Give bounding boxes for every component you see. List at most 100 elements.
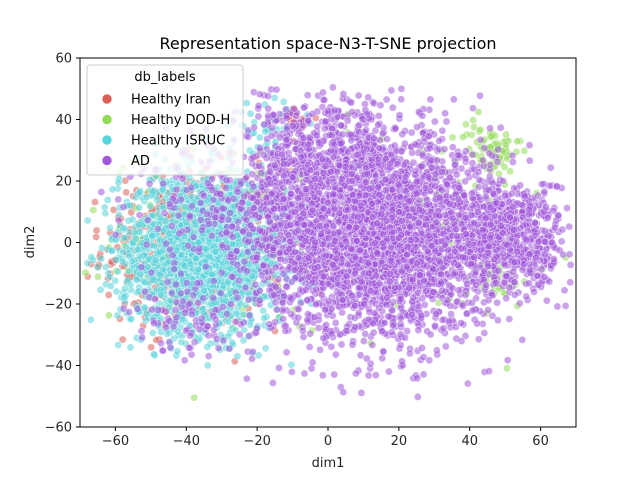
data-point	[104, 196, 111, 203]
data-point	[249, 355, 256, 362]
data-point	[309, 359, 316, 366]
data-point	[127, 202, 134, 209]
data-point	[521, 147, 528, 154]
data-point	[121, 225, 128, 232]
data-point	[123, 189, 130, 196]
data-point	[174, 348, 181, 355]
data-point	[156, 249, 163, 256]
data-point	[406, 350, 413, 357]
data-point	[82, 269, 89, 276]
data-point	[389, 104, 396, 111]
data-point	[132, 235, 139, 242]
data-point	[149, 232, 156, 239]
data-point	[212, 248, 219, 255]
data-point	[105, 291, 112, 298]
data-point	[136, 204, 143, 211]
chart-title: Representation space-N3-T-SNE projection	[159, 34, 496, 53]
data-point	[121, 285, 128, 292]
data-point	[365, 372, 372, 379]
data-point	[307, 330, 314, 337]
data-point	[181, 263, 188, 270]
data-point	[247, 110, 254, 117]
data-point	[212, 262, 219, 269]
data-point	[288, 361, 295, 368]
data-point	[469, 105, 476, 112]
data-point	[470, 124, 477, 131]
data-point	[380, 348, 387, 355]
data-point	[438, 287, 445, 294]
data-point	[127, 344, 134, 351]
data-point	[295, 314, 302, 321]
data-point	[106, 273, 113, 280]
data-point	[514, 138, 521, 145]
data-point	[136, 252, 143, 259]
data-point	[148, 344, 155, 351]
data-point	[464, 380, 471, 387]
data-point	[150, 351, 157, 358]
data-point	[486, 125, 493, 132]
data-point	[442, 110, 449, 117]
data-point	[256, 134, 263, 141]
data-point	[208, 271, 215, 278]
data-point	[236, 331, 243, 338]
data-point	[519, 336, 526, 343]
data-point	[502, 141, 509, 148]
data-point	[477, 126, 484, 133]
data-point	[379, 355, 386, 362]
data-point	[121, 294, 128, 301]
data-point	[87, 316, 94, 323]
data-point	[166, 230, 173, 237]
data-point	[114, 312, 121, 319]
data-point	[317, 346, 324, 353]
data-point	[448, 311, 455, 318]
data-point	[503, 365, 510, 372]
data-point	[476, 92, 483, 99]
data-point	[462, 148, 469, 155]
data-point	[338, 341, 345, 348]
data-point	[271, 94, 278, 101]
data-point	[501, 163, 508, 170]
data-point	[470, 117, 477, 124]
data-point	[234, 294, 241, 301]
data-point	[439, 127, 446, 134]
data-point	[246, 312, 253, 319]
data-point	[459, 133, 466, 140]
data-point	[157, 291, 164, 298]
data-point	[149, 329, 156, 336]
data-point	[385, 368, 392, 375]
data-point	[147, 203, 154, 210]
data-point	[431, 322, 438, 329]
data-point	[234, 353, 241, 360]
data-point	[469, 151, 476, 158]
data-point	[328, 343, 335, 350]
data-point	[313, 286, 320, 293]
data-point	[431, 118, 438, 125]
data-point	[113, 288, 120, 295]
data-point	[94, 264, 101, 271]
data-point	[106, 224, 113, 231]
data-point	[91, 198, 98, 205]
data-point	[128, 258, 135, 265]
data-point	[306, 343, 313, 350]
data-point	[102, 210, 109, 217]
data-point	[494, 158, 501, 165]
data-point	[109, 186, 116, 193]
data-point	[208, 232, 215, 239]
data-point	[141, 304, 148, 311]
data-point	[375, 112, 382, 119]
data-point	[358, 389, 365, 396]
data-point	[218, 269, 225, 276]
data-point	[202, 245, 209, 252]
data-point	[94, 273, 101, 280]
data-point	[137, 270, 144, 277]
data-point	[419, 151, 426, 158]
data-point	[414, 393, 421, 400]
data-point	[398, 358, 405, 365]
data-point	[261, 315, 268, 322]
data-point	[105, 312, 112, 319]
data-point	[372, 372, 379, 379]
data-point	[486, 368, 493, 375]
data-point	[442, 219, 449, 226]
data-point	[159, 266, 166, 273]
